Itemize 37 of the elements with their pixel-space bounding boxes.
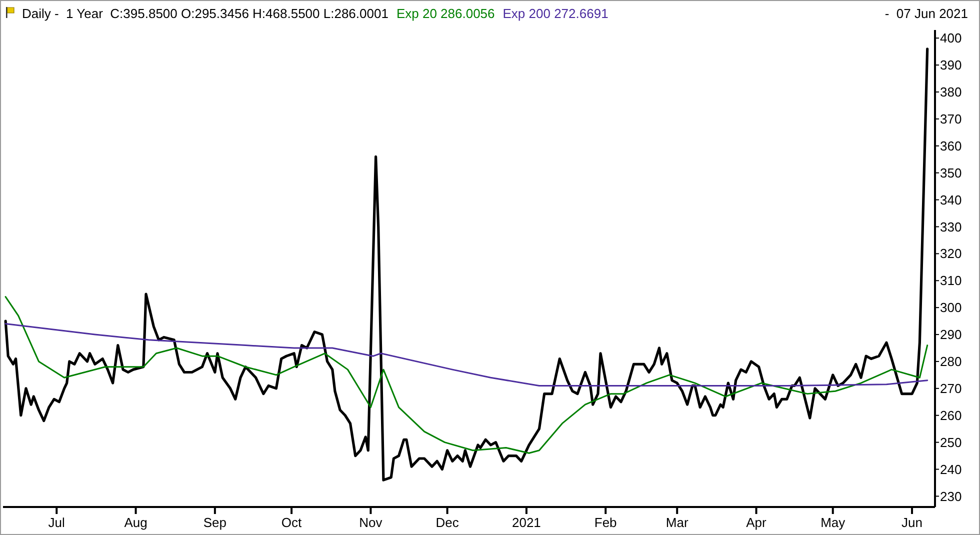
text: Exp 200 272.6691 bbox=[502, 6, 608, 21]
y-tick-label: 290 bbox=[940, 327, 962, 342]
y-tick-label: 270 bbox=[940, 380, 962, 396]
y-tick-label: 240 bbox=[940, 462, 962, 477]
y-tick-label: 380 bbox=[940, 84, 962, 100]
text: - 07 Jun 2021 bbox=[884, 6, 968, 21]
x-tick-label: 2021 bbox=[512, 515, 541, 530]
y-tick-label: 360 bbox=[940, 138, 962, 154]
y-tick-label: 390 bbox=[940, 58, 962, 73]
y-tick-label: 280 bbox=[940, 354, 962, 370]
y-tick-label: 260 bbox=[940, 408, 962, 423]
x-tick-label: Mar bbox=[666, 515, 689, 530]
x-tick-label: Sep bbox=[203, 515, 227, 530]
y-tick-label: 370 bbox=[940, 111, 962, 126]
y-tick-label: 350 bbox=[940, 165, 962, 180]
x-tick-label: Dec bbox=[436, 515, 460, 530]
text: Exp 20 286.0056 bbox=[396, 6, 495, 21]
y-tick-label: 300 bbox=[940, 300, 962, 316]
x-tick-label: Apr bbox=[746, 515, 768, 530]
line-series bbox=[4, 322, 928, 386]
y-tick-label: 400 bbox=[940, 30, 962, 46]
x-tick-label: Feb bbox=[594, 515, 617, 530]
y-tick-label: 250 bbox=[940, 434, 962, 450]
line-series bbox=[4, 296, 928, 454]
chart-title: Daily - 1 Year C:395.8500 O:295.3456 H:468.5500 L:286.0001 bbox=[22, 6, 388, 21]
y-tick-label: 340 bbox=[940, 192, 962, 208]
x-tick-label: Aug bbox=[124, 515, 148, 530]
y-tick-label: 310 bbox=[940, 273, 962, 288]
x-tick-label: May bbox=[820, 515, 846, 530]
y-tick-label: 330 bbox=[940, 219, 962, 234]
x-tick-label: Oct bbox=[281, 515, 302, 530]
y-tick-label: 320 bbox=[940, 246, 962, 262]
x-tick-label: Jul bbox=[48, 515, 66, 530]
x-tick-label: Nov bbox=[359, 515, 383, 530]
y-tick-label: 230 bbox=[940, 488, 962, 504]
x-tick-label: Jun bbox=[902, 515, 923, 530]
line-series bbox=[4, 48, 929, 482]
